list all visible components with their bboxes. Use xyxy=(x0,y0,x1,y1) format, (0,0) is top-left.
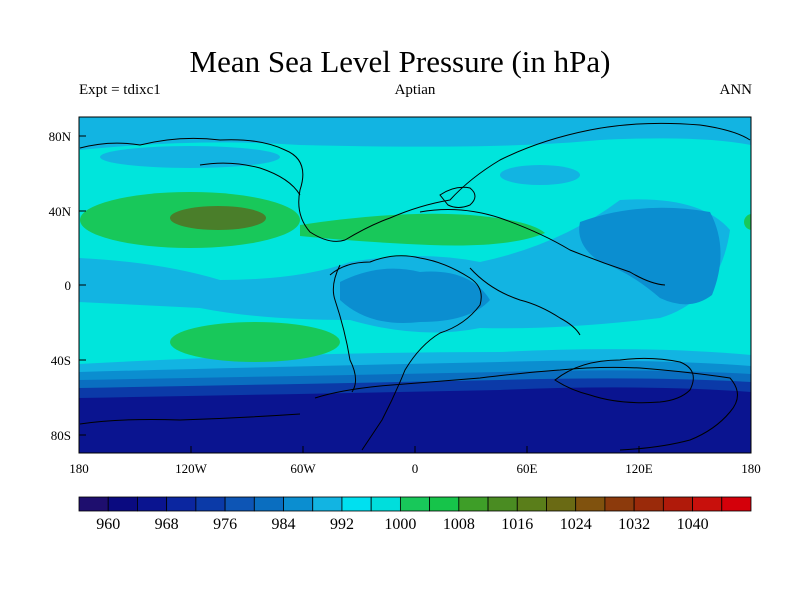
lon-label-180w: 180 xyxy=(69,461,89,476)
colorbar-label: 1040 xyxy=(677,516,709,533)
lon-label-180e: 180 xyxy=(741,461,761,476)
colorbar-label: 960 xyxy=(96,516,120,533)
lon-label-0: 0 xyxy=(412,461,419,476)
colorbar-label: 1008 xyxy=(443,516,475,533)
colorbar-swatch xyxy=(516,496,547,512)
pressure-field xyxy=(79,117,751,453)
colorbar-swatch xyxy=(692,496,723,512)
colorbar-swatch xyxy=(458,496,489,512)
coast-antarctica xyxy=(314,366,738,451)
period-label: Aptian xyxy=(394,82,436,98)
colorbar-label: 1000 xyxy=(384,516,416,533)
lat-label-40s: 40S xyxy=(51,353,71,368)
coastlines xyxy=(79,122,751,451)
colorbar-swatch xyxy=(633,496,664,512)
lat-label-40n: 40N xyxy=(49,204,72,219)
colorbar-swatch xyxy=(604,496,635,512)
lon-label-60w: 60W xyxy=(290,461,316,476)
contour-994-tropics xyxy=(79,199,730,333)
colorbar-swatch xyxy=(721,496,752,512)
contour-1012-northwest xyxy=(170,206,266,230)
lat-label-80n: 80N xyxy=(49,129,72,144)
coast-south-america xyxy=(329,255,482,451)
colorbar-label: 984 xyxy=(272,516,296,533)
colorbar-label: 1024 xyxy=(560,516,592,533)
coast-north-america xyxy=(79,122,751,242)
colorbar-swatch xyxy=(283,496,314,512)
contour-994-north xyxy=(79,117,751,150)
colorbar-swatch xyxy=(312,496,343,512)
colorbar-swatch xyxy=(166,496,197,512)
lat-label-80s: 80S xyxy=(51,428,71,443)
colorbar xyxy=(78,496,752,512)
colorbar-swatch xyxy=(399,496,431,512)
colorbar-labels: 960 968 976 984 992 1000 1008 1016 1024 1032 1040 xyxy=(96,516,708,533)
colorbar-swatch xyxy=(341,496,372,512)
colorbar-label: 1016 xyxy=(501,516,533,533)
coast-africa xyxy=(332,264,356,393)
contour-970-south xyxy=(79,387,751,453)
axis-ticks xyxy=(78,135,752,453)
coast-tethys-islands xyxy=(439,186,476,208)
colorbar-label: 976 xyxy=(213,516,237,533)
colorbar-swatch xyxy=(224,496,255,512)
colorbar-swatch xyxy=(429,496,460,512)
lat-label-0: 0 xyxy=(65,278,72,293)
contour-988-north xyxy=(100,146,280,168)
colorbar-label: 992 xyxy=(330,516,354,533)
colorbar-swatch xyxy=(487,496,518,512)
contour-988-north-east xyxy=(500,165,580,185)
lon-label-60e: 60E xyxy=(517,461,538,476)
coast-arctic xyxy=(199,162,301,196)
season-label: ANN xyxy=(719,82,753,98)
map-title: Mean Sea Level Pressure (in hPa) xyxy=(189,44,611,79)
axis-labels: 80N 40N 0 40S 80S 180 120W 60W 0 60E 120… xyxy=(49,129,761,476)
lon-label-120w: 120W xyxy=(175,461,208,476)
contour-1004-tethys xyxy=(300,213,545,246)
colorbar-swatch xyxy=(662,496,693,512)
contour-988-tropics xyxy=(340,268,490,324)
colorbar-swatch xyxy=(137,496,168,512)
colorbar-swatch xyxy=(546,496,577,512)
colorbar-swatch xyxy=(370,496,401,512)
colorbar-swatch xyxy=(195,496,226,512)
colorbar-swatch xyxy=(78,496,109,512)
colorbar-label: 968 xyxy=(155,516,179,533)
contour-988-asia xyxy=(579,207,721,305)
lon-label-120e: 120E xyxy=(625,461,653,476)
coast-australia xyxy=(554,357,694,404)
colorbar-swatch xyxy=(107,496,138,512)
coast-europe-asia xyxy=(419,209,666,286)
colorbar-label: 1032 xyxy=(618,516,650,533)
coast-south-low xyxy=(79,413,301,425)
colorbar-swatch xyxy=(575,496,606,512)
contour-1004-east-edge xyxy=(744,214,751,230)
experiment-label: Expt = tdixc1 xyxy=(79,82,161,98)
contour-1004-south xyxy=(170,322,340,362)
coast-india-east xyxy=(469,267,581,336)
colorbar-swatch xyxy=(253,496,284,512)
